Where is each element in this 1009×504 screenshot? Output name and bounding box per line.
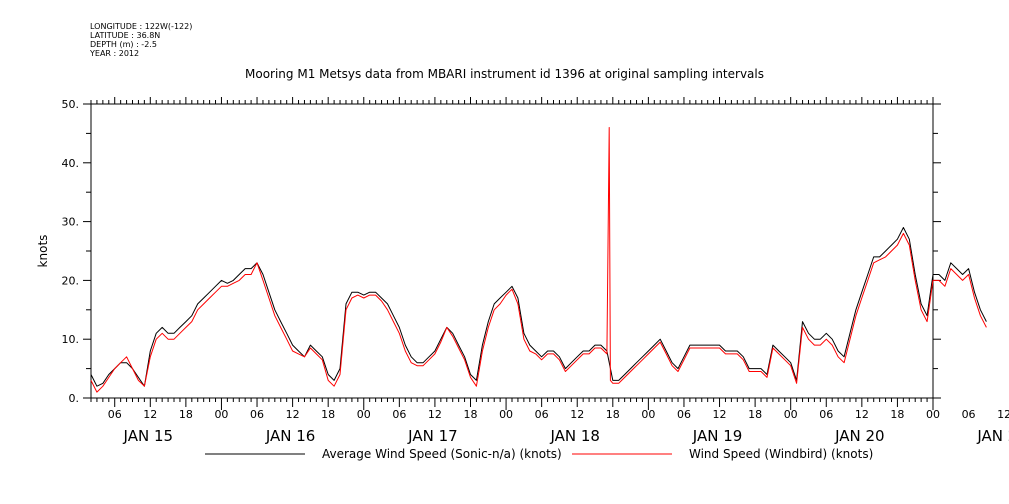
x-tick-label: 06 [392, 408, 406, 421]
x-tick-label: 00 [357, 408, 371, 421]
x-tick-label: 18 [321, 408, 335, 421]
legend-label: Average Wind Speed (Sonic-n/a) (knots) [322, 447, 562, 461]
x-tick-label: 18 [463, 408, 477, 421]
series-lines [90, 127, 987, 393]
x-tick-label: 06 [677, 408, 691, 421]
y-tick-label: 30. [62, 216, 80, 229]
x-tick-label: 18 [179, 408, 193, 421]
x-day-label: JAN 18 [549, 427, 600, 445]
x-day-label: JAN 20 [834, 427, 885, 445]
x-tick-label: 12 [428, 408, 442, 421]
y-tick-label: 0. [69, 392, 80, 405]
series-line-windbird-wind-speed [90, 127, 987, 393]
x-day-label: JAN 16 [265, 427, 316, 445]
x-tick-label: 12 [143, 408, 157, 421]
x-tick-label: 12 [713, 408, 727, 421]
x-tick-label: 00 [214, 408, 228, 421]
y-tick-label: 40. [62, 157, 80, 170]
legend-label: Wind Speed (Windbird) (knots) [689, 447, 873, 461]
x-tick-label: 06 [108, 408, 122, 421]
x-axis: 06 12 18 00 06 12 18 00 06 12 18 00 06 12 18 00 06 12 18 00… [90, 97, 1009, 445]
x-tick-label: 12 [570, 408, 584, 421]
x-tick-label: 00 [499, 408, 513, 421]
mooring-metadata: LONGITUDE : 122W(-122) LATITUDE : 36.8N … [90, 22, 192, 58]
series-line-average-wind-speed [90, 227, 987, 387]
longitude-label: LONGITUDE : 122W(-122) [90, 22, 193, 31]
x-tick-label: 12 [997, 408, 1009, 421]
x-tick-label: 12 [855, 408, 869, 421]
x-day-label: JAN 19 [692, 427, 743, 445]
x-tick-label: 18 [890, 408, 904, 421]
x-tick-label: 00 [641, 408, 655, 421]
x-day-label: JAN 15 [123, 427, 174, 445]
depth-label: DEPTH (m) : -2.5 [90, 40, 157, 49]
y-tick-label: 50. [62, 98, 80, 111]
x-tick-label: 18 [606, 408, 620, 421]
x-tick-label: 06 [250, 408, 264, 421]
x-tick-label: 18 [748, 408, 762, 421]
chart-title: Mooring M1 Metsys data from MBARI instru… [245, 67, 764, 81]
x-tick-label: 06 [962, 408, 976, 421]
latitude-label: LATITUDE : 36.8N [90, 31, 161, 40]
x-tick-label: 00 [926, 408, 940, 421]
x-day-label: JAN 21 [976, 427, 1009, 445]
y-axis: 0. 10. 20. 30. 40. 50. [62, 98, 941, 405]
plot-frame [90, 103, 934, 399]
x-tick-label: 06 [819, 408, 833, 421]
x-tick-label: 00 [784, 408, 798, 421]
legend: Average Wind Speed (Sonic-n/a) (knots) Wi… [205, 447, 873, 461]
year-label: YEAR : 2012 [90, 49, 140, 58]
y-tick-label: 20. [62, 274, 80, 287]
y-tick-label: 10. [62, 333, 80, 346]
x-tick-label: 12 [286, 408, 300, 421]
x-tick-label: 06 [535, 408, 549, 421]
y-axis-label: knots [36, 235, 50, 268]
x-day-label: JAN 17 [407, 427, 458, 445]
